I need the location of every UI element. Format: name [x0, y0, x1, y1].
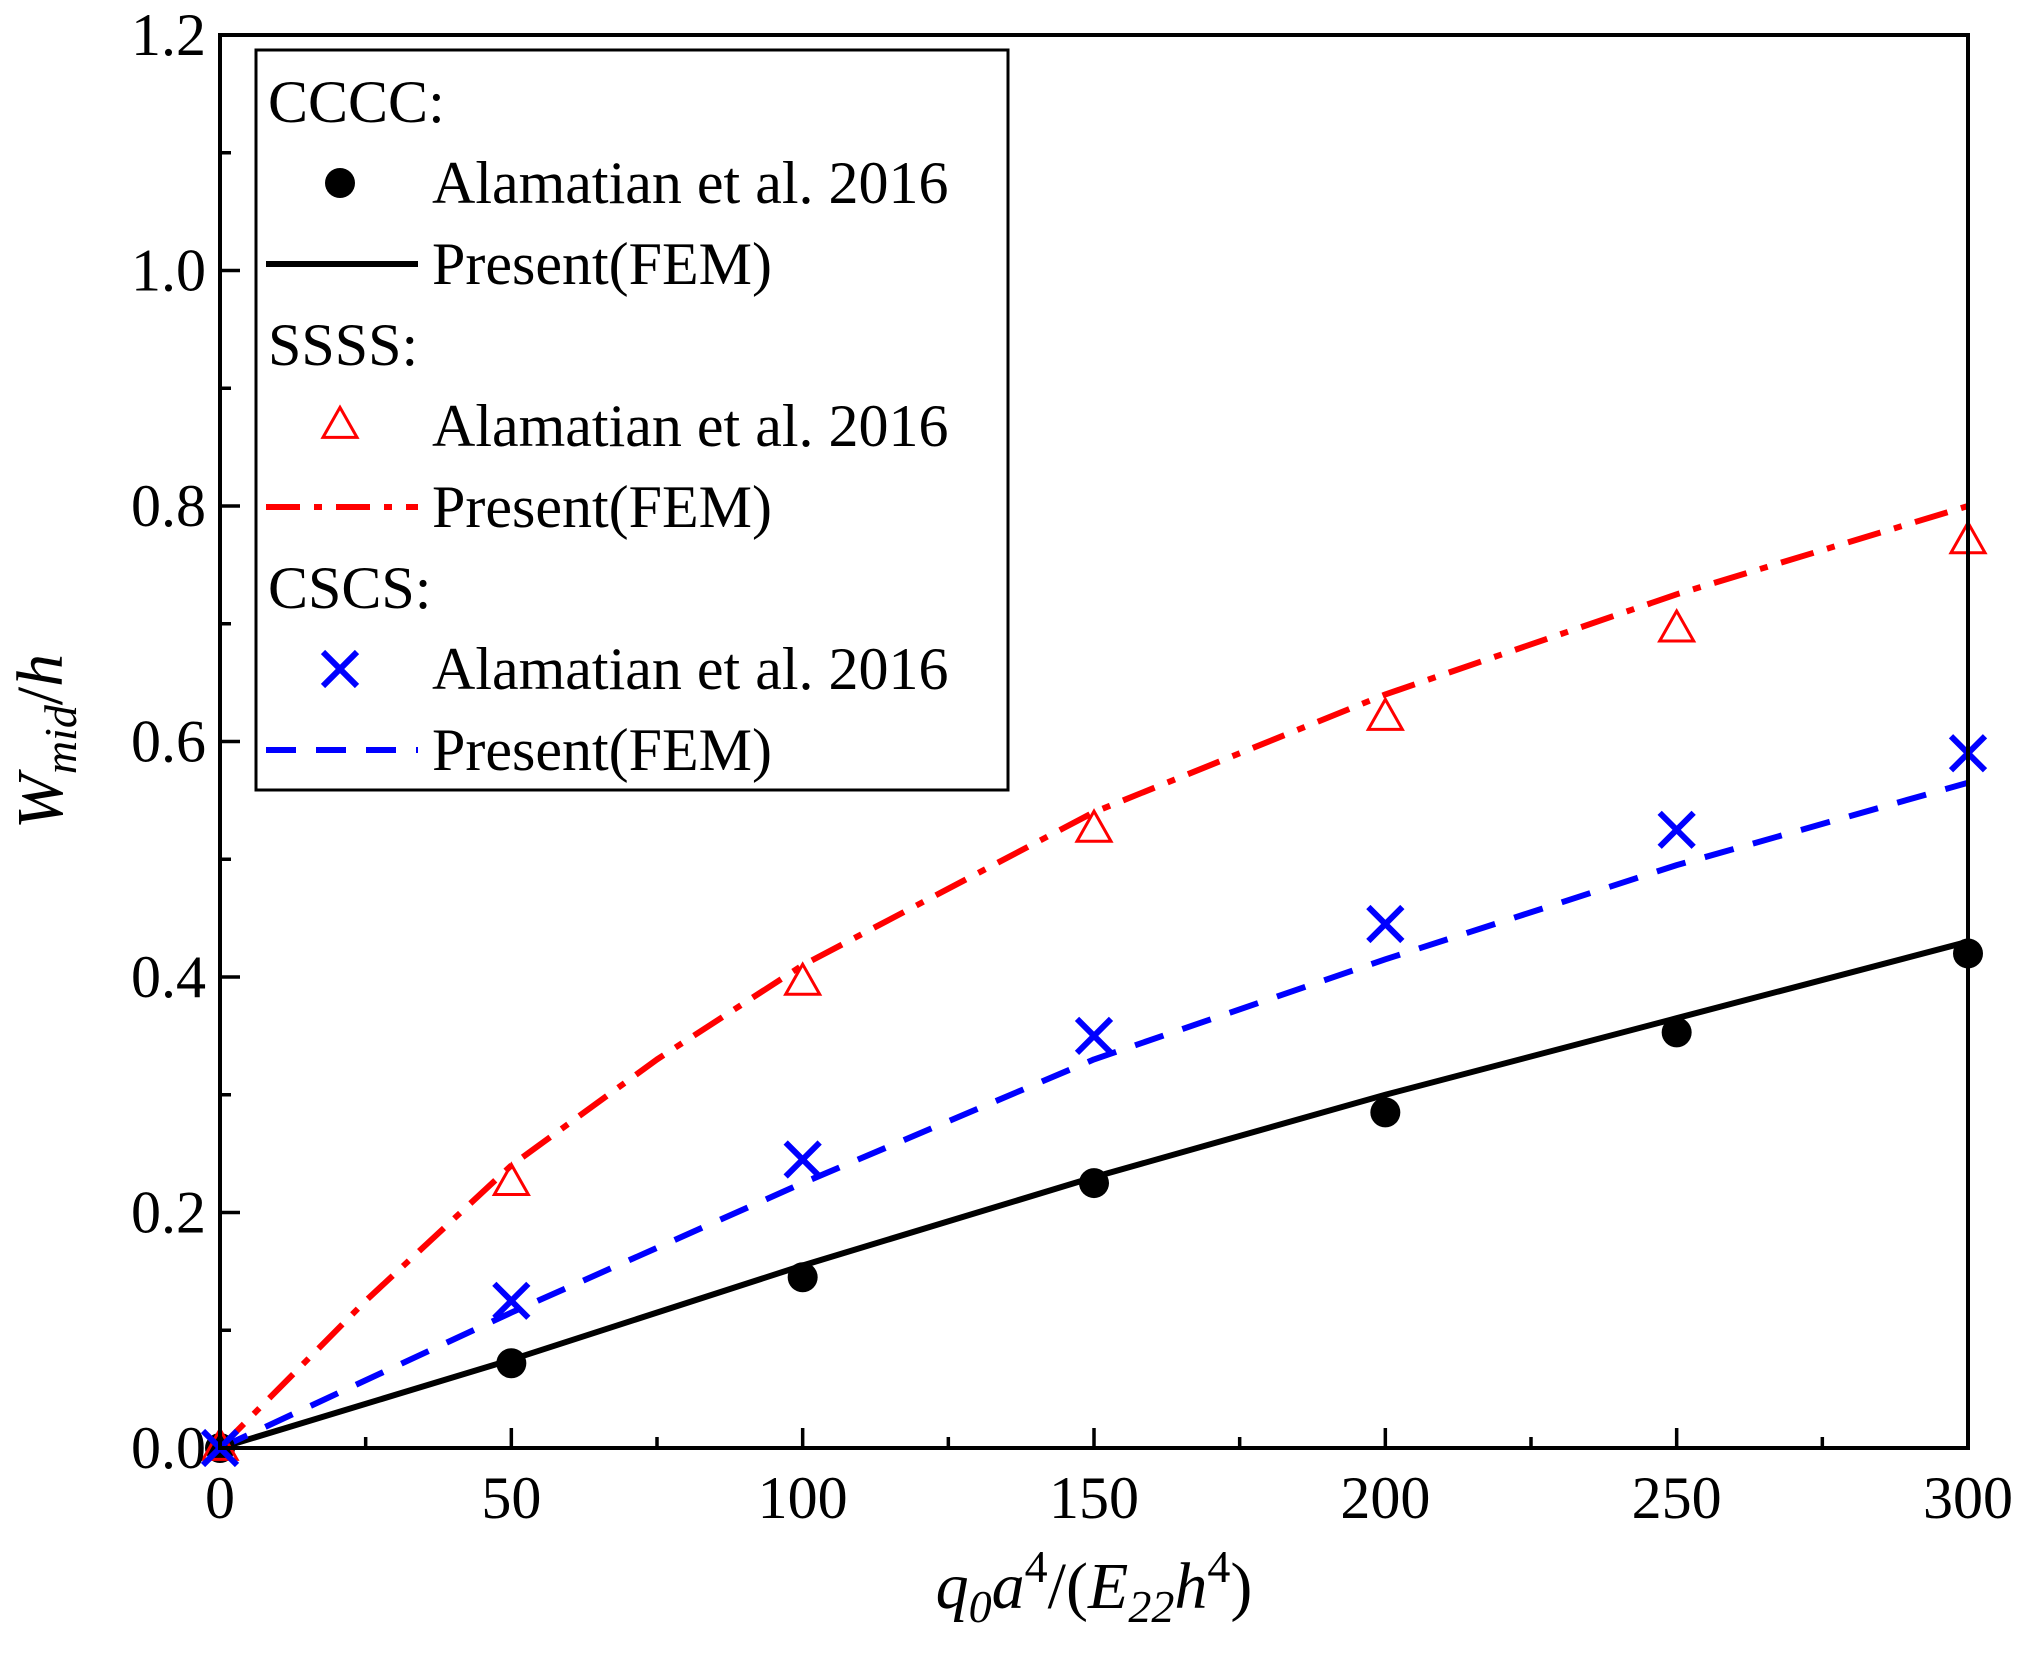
data-point-ssss-0: [200, 1426, 240, 1461]
data-point-cscs-1: [492, 1281, 531, 1320]
y-tick-label: 0.0: [131, 1415, 206, 1481]
x-tick-label: 150: [1049, 1465, 1139, 1531]
y-tick-label: 0.4: [131, 944, 206, 1010]
legend-marker-cscs: [320, 649, 360, 689]
series-line-cscs: [218, 779, 1969, 1451]
plot-area: [200, 503, 1988, 1468]
data-point-ssss-3: [1074, 808, 1114, 843]
data-point-cscs-5: [1657, 810, 1696, 849]
data-point-cscs-3-stroke-b: [1074, 1016, 1114, 1055]
legend-group-cccc: CCCC:: [268, 69, 445, 135]
data-point-cscs-2-stroke-b: [783, 1140, 822, 1179]
x-axis-title: q0a4/(E22h4): [936, 1541, 1253, 1632]
data-point-ssss-1: [491, 1161, 531, 1196]
axes: 0 50 100 150 200 250 300 0.0 0.2 0.4 0.6 0.8 1.0 1.2: [131, 2, 2013, 1531]
data-point-cccc-4: [1370, 1097, 1401, 1128]
data-point-cscs-2: [783, 1140, 822, 1179]
axis-titles: q0a4/(E22h4) Wmid/h: [4, 654, 1252, 1632]
legend-group-ssss: SSSS:: [268, 312, 418, 378]
legend-box: [254, 48, 1010, 792]
legend-label-cccc-reference: Alamatian et al. 2016: [432, 150, 949, 216]
legend-marker-cscs-stroke-b: [320, 649, 360, 689]
x-tick-label: 100: [758, 1465, 848, 1531]
x-tick-label: 50: [481, 1465, 541, 1531]
legend-label-cscs-present: Present(FEM): [432, 717, 772, 783]
y-axis-title: Wmid/h: [4, 654, 86, 829]
x-tick-label: 0: [205, 1465, 235, 1531]
x-tick-label: 200: [1340, 1465, 1430, 1531]
data-point-cccc-1: [496, 1348, 527, 1379]
x-tick-label: 300: [1923, 1465, 2013, 1531]
data-point-cscs-4-stroke-b: [1366, 904, 1405, 944]
data-point-ssss-5: [1657, 607, 1697, 643]
y-tick-label: 1.0: [131, 238, 206, 304]
data-point-cccc-5: [1661, 1017, 1692, 1048]
data-point-ssss-2: [783, 961, 823, 996]
legend-label-ssss-present: Present(FEM): [432, 474, 772, 540]
data-point-cccc-2: [787, 1262, 818, 1293]
legend-marker-cccc: [325, 168, 355, 198]
y-tick-label: 0.6: [131, 709, 206, 775]
data-point-cscs-3: [1074, 1016, 1114, 1055]
y-tick-label: 0.2: [131, 1180, 206, 1246]
legend-label-ssss-reference: Alamatian et al. 2016: [432, 393, 949, 459]
legend-marker-ssss: [320, 404, 360, 439]
legend-group-cscs: CSCS:: [268, 555, 431, 621]
legend: CCCC:Alamatian et al. 2016Present(FEM)SS…: [254, 48, 1010, 792]
data-point-cccc-3: [1079, 1168, 1109, 1199]
y-tick-label: 0.8: [131, 473, 206, 539]
data-point-cscs-1-stroke-b: [492, 1281, 531, 1320]
data-point-cscs-5-stroke-b: [1657, 810, 1696, 849]
x-tick-label: 250: [1632, 1465, 1722, 1531]
legend-label-cscs-reference: Alamatian et al. 2016: [432, 636, 949, 702]
data-point-cscs-4: [1366, 904, 1405, 944]
data-point-ssss-4: [1365, 696, 1405, 731]
legend-label-cccc-present: Present(FEM): [432, 231, 772, 297]
y-tick-label: 1.2: [131, 2, 206, 68]
